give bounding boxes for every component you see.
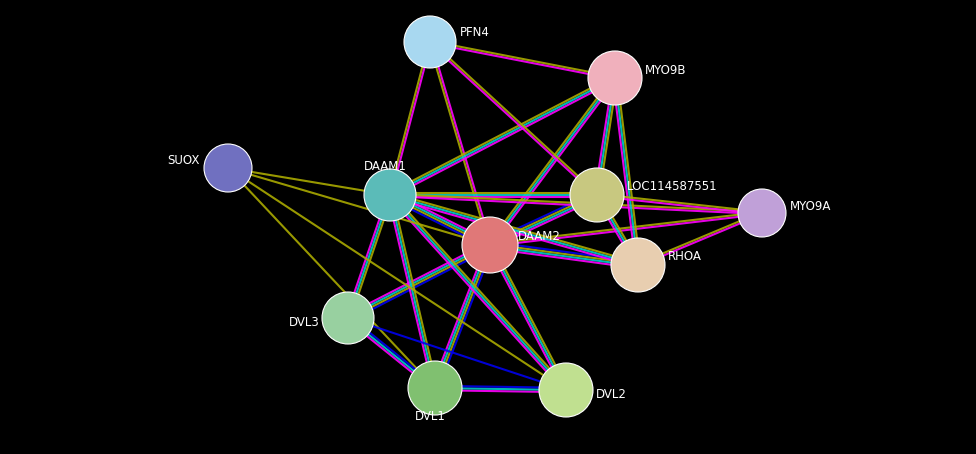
Circle shape	[404, 16, 456, 68]
Text: MYO9A: MYO9A	[790, 201, 832, 213]
Text: MYO9B: MYO9B	[645, 64, 686, 77]
Circle shape	[408, 361, 462, 415]
Text: DVL2: DVL2	[596, 388, 627, 400]
Circle shape	[611, 238, 665, 292]
Text: DAAM2: DAAM2	[518, 231, 561, 243]
Text: RHOA: RHOA	[668, 251, 702, 263]
Text: LOC114587551: LOC114587551	[627, 181, 717, 193]
Circle shape	[204, 144, 252, 192]
Text: SUOX: SUOX	[168, 153, 200, 167]
Circle shape	[588, 51, 642, 105]
Circle shape	[570, 168, 624, 222]
Circle shape	[738, 189, 786, 237]
Text: DVL3: DVL3	[289, 316, 320, 329]
Circle shape	[322, 292, 374, 344]
Circle shape	[364, 169, 416, 221]
Circle shape	[462, 217, 518, 273]
Text: DVL1: DVL1	[415, 410, 445, 423]
Circle shape	[539, 363, 593, 417]
Text: PFN4: PFN4	[460, 25, 490, 39]
Text: DAAM1: DAAM1	[364, 161, 406, 173]
